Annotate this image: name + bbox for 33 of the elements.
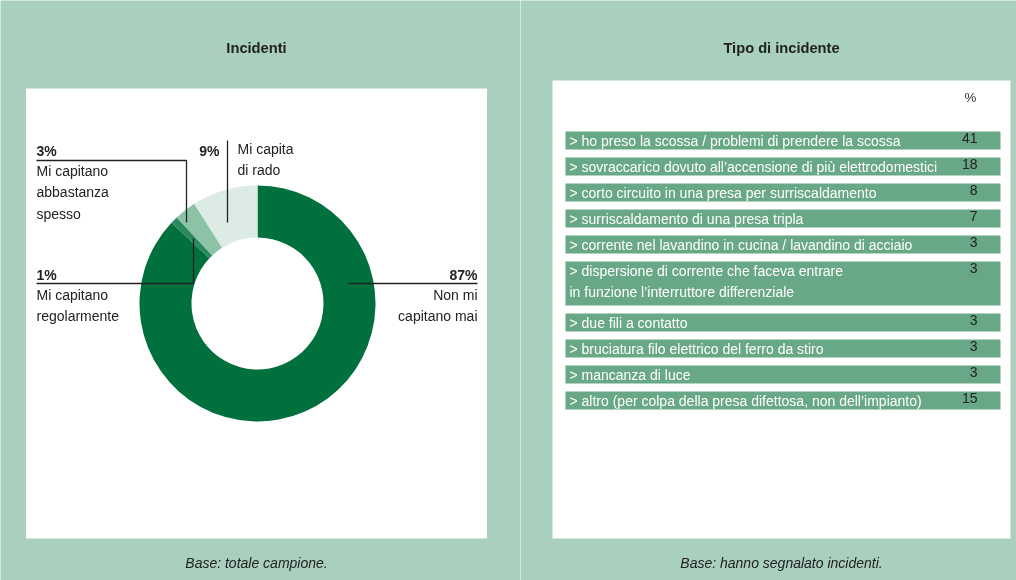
category-label: > dispersione di corrente che faceva entrare in funzione l’interruttore differenziale — [569, 262, 844, 301]
data-label: 3 — [969, 233, 978, 250]
category-label: > surriscaldamento di una presa tripla — [569, 210, 804, 227]
text: Tipo di incidente — [723, 39, 840, 56]
data-label: 1% — [36, 266, 58, 283]
category-label: > altro (per colpa della presa difettosa, non dell’impianto) — [569, 392, 922, 409]
data-label: 87% — [449, 266, 479, 283]
chart-title: Incidenti — [226, 39, 287, 56]
slice-label: Mi capitano regolarmente — [36, 286, 120, 325]
text: % — [964, 90, 977, 105]
data-label: 9% — [199, 142, 221, 159]
data-label: 3 — [969, 259, 978, 276]
data-label: 3 — [969, 363, 978, 380]
category-label: > corrente nel lavandino in cucina / lavandino di acciaio — [569, 236, 913, 253]
data-label: 41 — [961, 129, 978, 146]
text: Base: totale campione. — [185, 554, 328, 571]
category-label: > bruciatura filo elettrico del ferro da stiro — [569, 340, 824, 357]
data-label: 3 — [969, 337, 978, 354]
data-label: 3 — [969, 311, 978, 328]
slice-label: Mi capitano abbastanza spesso — [36, 162, 110, 222]
slice-label: Mi capita di rado — [237, 140, 294, 179]
category-label: > ho preso la scossa / problemi di prendere la scossa — [569, 132, 901, 149]
category-label: > mancanza di luce — [569, 366, 691, 383]
category-label: > sovraccarico dovuto all’accensione di più elettrodomestici — [569, 158, 938, 175]
category-label: > corto circuito in una presa per surriscaldamento — [569, 184, 877, 201]
data-label: 3% — [36, 142, 58, 159]
slice-label: Non mi capitano mai — [398, 286, 478, 325]
text: Base: hanno segnalato incidenti. — [680, 554, 883, 571]
data-label: 8 — [969, 181, 978, 198]
category-label: > due fili a contatto — [569, 314, 688, 331]
data-label: 7 — [969, 207, 978, 224]
data-label: 15 — [961, 389, 978, 406]
data-label: 18 — [961, 155, 978, 172]
